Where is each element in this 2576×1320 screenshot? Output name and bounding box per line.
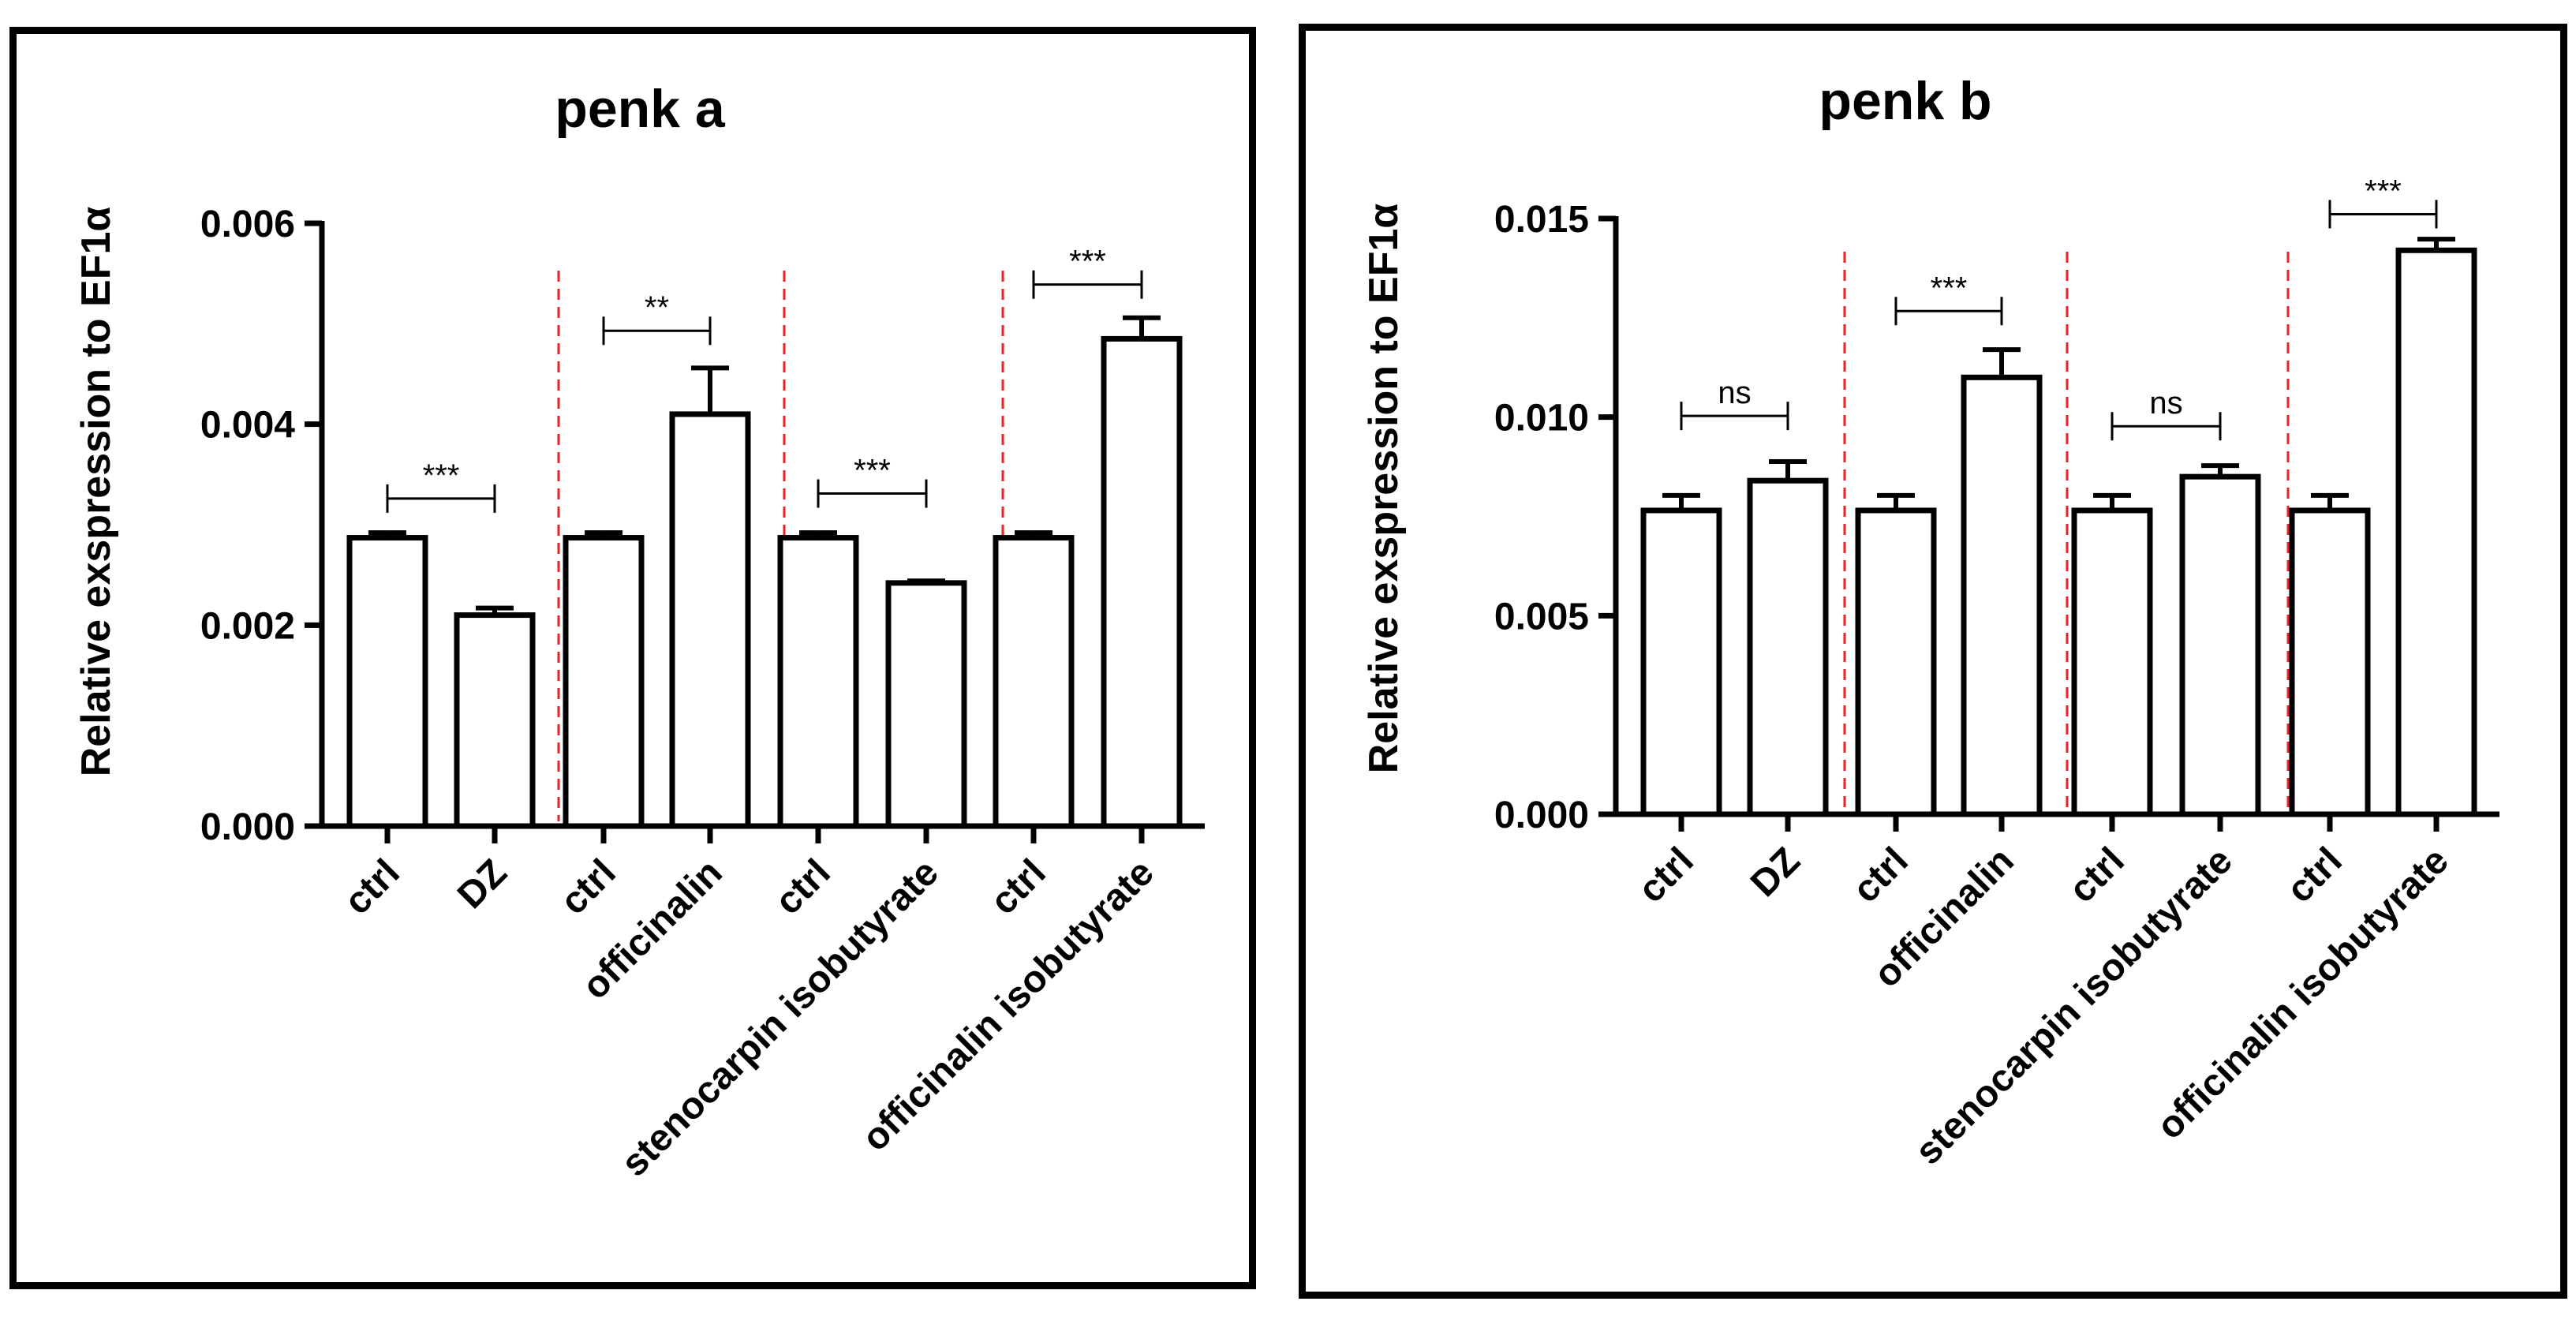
x-tick-label: DZ xyxy=(1743,839,1808,905)
x-tick-label: ctrl xyxy=(552,851,623,922)
bar xyxy=(885,580,967,829)
bar xyxy=(1855,507,1937,817)
significance-label: ns xyxy=(1718,376,1751,410)
y-tick-label: 0.015 xyxy=(1494,199,1589,241)
x-tick-label: ctrl xyxy=(982,851,1053,922)
x-tick-label: ctrl xyxy=(1845,839,1916,911)
chart-penk-b: penk b Relative exspression to EF1α 0.00… xyxy=(1361,71,2499,1173)
bar xyxy=(1640,507,1722,817)
y-axis-label: Relative exspression to EF1α xyxy=(73,207,119,777)
y-tick-label: 0.010 xyxy=(1494,398,1589,439)
y-axis-label: Relative exspression to EF1α xyxy=(1361,204,1407,774)
bar xyxy=(669,411,751,829)
bar xyxy=(2395,247,2477,817)
chart-penk-a: penk a Relative exspression to EF1α 0.00… xyxy=(73,79,1205,1185)
bar xyxy=(777,535,859,829)
x-tick-label: ctrl xyxy=(2279,839,2350,911)
x-tick-label: ctrl xyxy=(2061,839,2132,911)
bar xyxy=(2179,473,2261,817)
bar xyxy=(1101,335,1183,829)
x-tick-label: ctrl xyxy=(336,851,407,922)
y-tick-label: 0.004 xyxy=(200,405,295,447)
x-tick-label: DZ xyxy=(450,851,515,917)
significance-label: *** xyxy=(1069,245,1106,279)
y-tick-label: 0.005 xyxy=(1494,596,1589,638)
chart-title: penk b xyxy=(1819,71,1991,131)
y-tick-label: 0.006 xyxy=(200,204,295,245)
significance-label: ns xyxy=(2149,386,2182,421)
y-tick-label: 0.002 xyxy=(200,605,295,647)
y-tick-label: 0.000 xyxy=(1494,795,1589,836)
chart-panel-penk-a: penk a Relative exspression to EF1α 0.00… xyxy=(9,27,1256,1289)
significance-label: *** xyxy=(2365,174,2402,208)
significance-label: *** xyxy=(1931,271,1968,305)
bar xyxy=(1961,374,2043,817)
bar xyxy=(346,535,428,829)
significance-label: ** xyxy=(645,290,669,325)
x-tick-label: ctrl xyxy=(1630,839,1701,911)
bar xyxy=(454,612,536,829)
x-tick-label: ctrl xyxy=(767,851,838,922)
y-tick-label: 0.000 xyxy=(200,806,295,848)
bar xyxy=(563,535,645,829)
bar xyxy=(2289,507,2371,817)
bar xyxy=(1747,477,1829,817)
chart-title: penk a xyxy=(555,79,726,139)
bar xyxy=(2071,507,2153,817)
significance-label: *** xyxy=(854,454,891,488)
chart-panel-penk-b: penk b Relative exspression to EF1α 0.00… xyxy=(1299,24,2567,1299)
bar xyxy=(993,535,1075,829)
significance-label: *** xyxy=(423,458,460,493)
